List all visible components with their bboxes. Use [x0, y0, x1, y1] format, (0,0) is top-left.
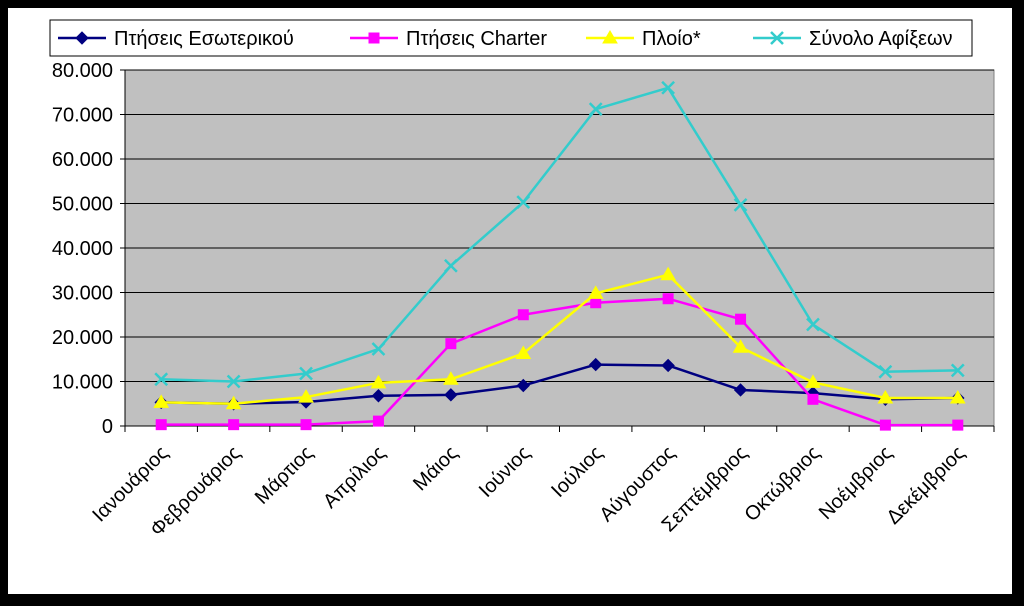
- data-point: [516, 195, 531, 210]
- data-point: [443, 371, 459, 385]
- y-tick-label: 20.000: [52, 327, 113, 349]
- data-point: [950, 363, 965, 378]
- legend: Πτήσεις Εσωτερικού Πτήσεις Charter Πλοίο* Σ…: [49, 19, 973, 57]
- x-tick-label: Ιούνιος: [475, 442, 535, 502]
- data-point: [300, 419, 312, 431]
- y-tick-label: 70.000: [52, 105, 113, 127]
- data-point: [372, 415, 384, 427]
- data-point: [445, 338, 457, 350]
- y-tick-label: 40.000: [52, 238, 113, 260]
- series-line: [161, 273, 958, 405]
- data-point: [661, 80, 676, 95]
- x-tick-label: Δεκέμβριος: [882, 442, 969, 529]
- data-point: [443, 258, 458, 273]
- legend-entry: Πλοίο*: [586, 28, 701, 50]
- data-point: [807, 393, 819, 405]
- data-point: [371, 342, 386, 356]
- y-axis: 0 10.000 20.000 30.000 40.000 50.000 60.000 70.…: [52, 60, 126, 438]
- data-point: [299, 366, 313, 381]
- data-point: [590, 297, 602, 309]
- data-point: [805, 374, 821, 388]
- data-point: [444, 388, 458, 402]
- data-point: [660, 266, 676, 281]
- y-tick-label: 30.000: [52, 283, 113, 305]
- data-point: [153, 394, 170, 408]
- data-point: [298, 389, 314, 403]
- x-tick-label: Μάιος: [409, 442, 463, 496]
- data-point: [516, 378, 530, 393]
- data-point: [155, 419, 167, 431]
- x-tick-label: Οκτώβριος: [740, 442, 824, 526]
- data-point: [226, 374, 241, 389]
- chart-frame: Πτήσεις Εσωτερικού Πτήσεις Charter Πλοίο* Σ…: [8, 8, 1012, 594]
- legend-marker: [770, 31, 784, 45]
- y-tick-label: 0: [102, 416, 113, 438]
- legend-entry: Σύνολο Αφίξεων: [753, 28, 953, 50]
- y-tick-label: 80.000: [52, 60, 113, 82]
- data-point: [588, 102, 603, 117]
- data-point: [517, 309, 529, 321]
- data-point: [661, 358, 675, 373]
- series-line: [161, 297, 958, 427]
- data-point: [228, 419, 240, 431]
- data-point: [733, 197, 748, 212]
- data-point: [952, 419, 964, 431]
- legend-entry: Πτήσεις Εσωτερικού: [58, 28, 294, 50]
- data-point: [154, 372, 169, 387]
- x-tick-label: Απρίλιος: [319, 442, 390, 513]
- legend-entry: Πτήσεις Charter: [350, 28, 547, 50]
- legend-label: Πλοίο*: [642, 28, 701, 50]
- series-4: [154, 80, 965, 389]
- series-2: [155, 293, 964, 431]
- data-point: [370, 374, 387, 389]
- gridlines: [125, 69, 994, 382]
- data-point: [225, 395, 242, 410]
- data-point: [806, 317, 820, 332]
- x-tick-label: Μάρτιος: [251, 442, 318, 509]
- data-point: [589, 357, 603, 372]
- data-point: [949, 389, 966, 404]
- y-tick-label: 10.000: [52, 372, 113, 394]
- data-point: [587, 285, 604, 299]
- series-line: [161, 363, 958, 405]
- data-point: [733, 383, 748, 397]
- legend-marker: [368, 32, 380, 44]
- legend-label: Σύνολο Αφίξεων: [809, 28, 953, 50]
- x-tick-label: Ιούλιος: [547, 442, 607, 502]
- series-line: [161, 86, 958, 383]
- legend-label: Πτήσεις Charter: [406, 28, 547, 50]
- series-3: [153, 266, 966, 410]
- legend-box: [49, 19, 973, 57]
- line-chart: Πτήσεις Εσωτερικού Πτήσεις Charter Πλοίο* Σ…: [49, 19, 995, 541]
- legend-marker: [602, 30, 618, 44]
- legend-label: Πτήσεις Εσωτερικού: [114, 28, 294, 50]
- legend-marker: [75, 31, 89, 45]
- series-lines: [153, 80, 966, 431]
- data-point: [732, 339, 749, 353]
- data-point: [878, 364, 893, 379]
- data-point: [877, 389, 894, 404]
- data-point: [662, 293, 674, 305]
- data-point: [879, 419, 891, 431]
- data-point: [371, 389, 386, 403]
- y-tick-label: 60.000: [52, 149, 113, 171]
- y-tick-label: 50.000: [52, 194, 113, 216]
- data-point: [735, 313, 747, 325]
- data-point: [515, 345, 532, 359]
